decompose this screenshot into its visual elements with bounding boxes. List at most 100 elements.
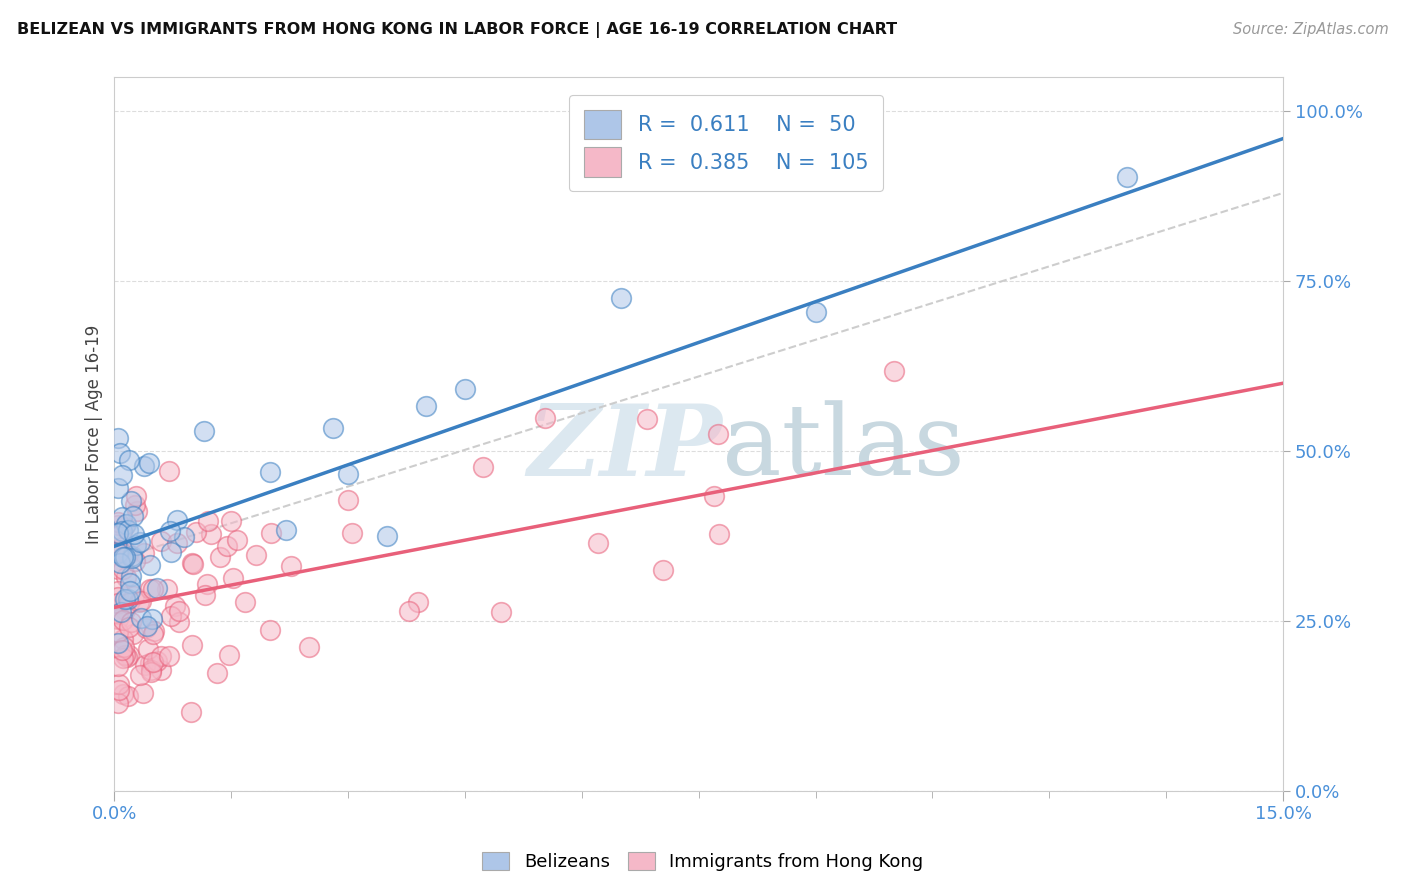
Text: BELIZEAN VS IMMIGRANTS FROM HONG KONG IN LABOR FORCE | AGE 16-19 CORRELATION CHA: BELIZEAN VS IMMIGRANTS FROM HONG KONG IN…: [17, 22, 897, 38]
Point: [111, 642, 134, 657]
Point: [107, 591, 129, 605]
Point: [129, 611, 152, 625]
Point: [491, 605, 513, 619]
Point: [337, 492, 360, 507]
Point: [107, 659, 129, 673]
Point: [804, 305, 827, 319]
Point: [280, 559, 302, 574]
Point: [226, 533, 249, 547]
Point: [167, 604, 190, 618]
Point: [141, 663, 163, 677]
Point: [415, 400, 437, 414]
Point: [173, 530, 195, 544]
Point: [134, 658, 156, 673]
Point: [883, 364, 905, 378]
Point: [124, 527, 146, 541]
Text: ZIP: ZIP: [527, 401, 723, 497]
Point: [129, 535, 152, 549]
Point: [107, 696, 129, 710]
Point: [274, 524, 297, 538]
Point: [141, 612, 163, 626]
Point: [610, 291, 633, 305]
Point: [222, 571, 245, 585]
Point: [703, 489, 725, 503]
Point: [124, 554, 146, 568]
Point: [117, 523, 139, 537]
Point: [118, 583, 141, 598]
Point: [111, 468, 134, 483]
Point: [636, 412, 658, 426]
Point: [118, 596, 141, 610]
Point: [111, 509, 134, 524]
Point: [112, 562, 135, 576]
Point: [112, 640, 135, 654]
Point: [135, 618, 157, 632]
Point: [132, 685, 155, 699]
Point: [107, 518, 129, 533]
Text: atlas: atlas: [723, 401, 965, 496]
Point: [107, 636, 129, 650]
Point: [118, 648, 141, 662]
Point: [111, 541, 134, 555]
Point: [180, 705, 202, 719]
Point: [117, 591, 139, 606]
Point: [111, 687, 134, 701]
Point: [134, 459, 156, 474]
Point: [181, 558, 204, 572]
Point: [111, 613, 134, 627]
Point: [108, 556, 131, 570]
Point: [208, 550, 231, 565]
Point: [406, 595, 429, 609]
Point: [260, 525, 283, 540]
Point: [111, 524, 134, 538]
Point: [167, 615, 190, 629]
Point: [121, 549, 143, 563]
Point: [108, 682, 131, 697]
Point: [110, 527, 132, 541]
Point: [146, 581, 169, 595]
Point: [707, 527, 730, 541]
Point: [107, 597, 129, 611]
Point: [194, 588, 217, 602]
Point: [122, 627, 145, 641]
Point: [107, 431, 129, 445]
Point: [117, 689, 139, 703]
Point: [114, 592, 136, 607]
Point: [1116, 170, 1139, 185]
Legend: R =  0.611    N =  50, R =  0.385    N =  105: R = 0.611 N = 50, R = 0.385 N = 105: [569, 95, 883, 192]
Point: [533, 411, 555, 425]
Point: [107, 584, 129, 599]
Point: [125, 489, 148, 503]
Point: [118, 453, 141, 467]
Point: [112, 632, 135, 646]
Point: [125, 504, 148, 518]
Point: [107, 625, 129, 640]
Point: [156, 582, 179, 596]
Point: [149, 648, 172, 663]
Point: [181, 638, 204, 652]
Point: [142, 627, 165, 641]
Text: Source: ZipAtlas.com: Source: ZipAtlas.com: [1233, 22, 1389, 37]
Point: [117, 547, 139, 561]
Point: [193, 424, 215, 438]
Point: [159, 544, 181, 558]
Point: [340, 526, 363, 541]
Point: [128, 668, 150, 682]
Point: [136, 641, 159, 656]
Point: [117, 620, 139, 634]
Point: [108, 677, 131, 691]
Point: [215, 539, 238, 553]
Point: [120, 615, 142, 629]
Point: [142, 582, 165, 596]
Point: [157, 464, 180, 478]
Point: [146, 654, 169, 668]
Point: [107, 607, 129, 622]
Point: [157, 648, 180, 663]
Point: [139, 558, 162, 573]
Point: [142, 655, 165, 669]
Point: [114, 603, 136, 617]
Point: [121, 550, 143, 565]
Point: [398, 604, 420, 618]
Point: [120, 576, 142, 591]
Point: [139, 665, 162, 680]
